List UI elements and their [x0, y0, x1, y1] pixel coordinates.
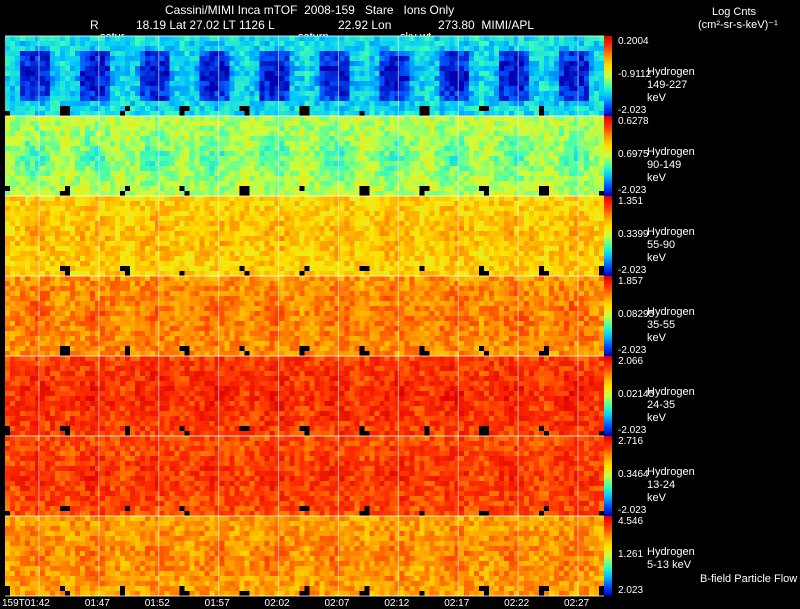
x-tick-label: 02:02: [264, 598, 290, 609]
x-tick-label: 159T01:42: [2, 598, 50, 609]
x-tick-label: 02:17: [444, 598, 470, 609]
colorbar-cmid-label: 0.3464: [618, 469, 649, 480]
units-expression: (cm²-sr-s-keV)⁻¹: [698, 19, 778, 31]
colorbar-cmin-label: -2.023: [618, 185, 647, 196]
colorbar-cmid-label: -0.9112: [618, 69, 652, 80]
colorbar-cmin-label: -2.023: [618, 505, 647, 516]
panel-label: Hydrogen 5-13 keV: [647, 546, 695, 572]
x-tick-label: 02:07: [324, 598, 350, 609]
spectrogram-strip: [5, 276, 604, 356]
colorbar-cmin-label: -2.023: [618, 345, 647, 356]
panel-label: Hydrogen 35-55 keV: [647, 306, 695, 345]
x-tick-label: 02:12: [384, 598, 410, 609]
panel-energy: 5-13 keV: [647, 559, 692, 571]
spectrogram-strip: [5, 436, 604, 516]
b-field-note: B-field Particle Flow: [700, 573, 798, 585]
colorbar-cmin-label: -2.023: [618, 425, 647, 436]
x-tick-label: 01:47: [84, 598, 110, 609]
panel-label: Hydrogen 90-149 keV: [647, 146, 695, 185]
header-lat-lt-l: 18.19 Lat 27.02 LT 1126 L: [136, 18, 275, 32]
panel-label: Hydrogen 149-227 keV: [647, 66, 695, 105]
panel-energy: 13-24 keV: [647, 479, 676, 504]
colorbar-cmin-label: -2.023: [618, 105, 647, 116]
colorbar-cmax-label: 2.066: [618, 356, 644, 367]
panel-species: Hydrogen: [647, 466, 695, 478]
spectrogram-strip: [5, 196, 604, 276]
panel-energy: 149-227 keV: [647, 79, 688, 104]
color-bar: [604, 276, 612, 356]
colorbar-cmin-label: -2.023: [618, 265, 647, 276]
colorbar-cmid-label: 1.261: [618, 549, 644, 560]
colorbar-cmid-label: 0.3399: [618, 229, 649, 240]
color-bar: [604, 116, 612, 196]
colorbar-cmax-label: 1.857: [618, 276, 644, 287]
colorbar-cmid-label: 0.08295: [618, 309, 655, 320]
spectrogram-strip: [5, 356, 604, 436]
header-tail: 273.80 MIMI/APL: [438, 18, 535, 32]
colorbar-cmid-label: 0.6975: [618, 149, 649, 160]
spectrogram-strip: [5, 36, 604, 116]
colorbar-cmax-label: 2.716: [618, 436, 644, 447]
chart-title: Cassini/MIMI Inca mTOF 2008-159 Stare Io…: [165, 3, 455, 17]
panel-energy: 35-55 keV: [647, 319, 676, 344]
spectrogram-strip: [5, 116, 604, 196]
panel-energy: 90-149 keV: [647, 159, 682, 184]
color-bar: [604, 516, 612, 596]
color-bar: [604, 356, 612, 436]
panel-energy: 55-90 keV: [647, 239, 676, 264]
x-tick-label: 02:22: [504, 598, 530, 609]
colorbar-cmax-label: 4.546: [618, 516, 644, 527]
color-bar: [604, 36, 612, 116]
colorbar-cmax-label: 1.351: [618, 196, 644, 207]
panel-species: Hydrogen: [647, 546, 695, 558]
units-label: Log Cnts: [712, 6, 757, 18]
panel-species: Hydrogen: [647, 306, 695, 318]
colorbar-cmin-label: 2.023: [618, 585, 644, 596]
x-tick-label: 01:57: [204, 598, 230, 609]
panel-label: Hydrogen 24-35 keV: [647, 386, 695, 425]
colorbar-cmid-label: 0.02145: [618, 389, 655, 400]
panel-label: Hydrogen 55-90 keV: [647, 226, 695, 265]
x-tick-label: 01:52: [144, 598, 170, 609]
panel-energy: 24-35 keV: [647, 399, 676, 424]
panel-species: Hydrogen: [647, 66, 695, 78]
panel-species: Hydrogen: [647, 226, 695, 238]
panel-species: Hydrogen: [647, 386, 695, 398]
colorbar-cmax-label: 0.6278: [618, 116, 649, 127]
header-r-label: R: [90, 18, 99, 32]
color-bar: [604, 196, 612, 276]
color-bar: [604, 436, 612, 516]
header-lon: 22.92 Lon: [338, 18, 392, 32]
panel-species: Hydrogen: [647, 146, 695, 158]
spectrogram-strip: [5, 516, 604, 596]
x-tick-label: 02:27: [564, 598, 590, 609]
panel-label: Hydrogen 13-24 keV: [647, 466, 695, 505]
colorbar-cmax-label: 0.2004: [618, 36, 649, 47]
